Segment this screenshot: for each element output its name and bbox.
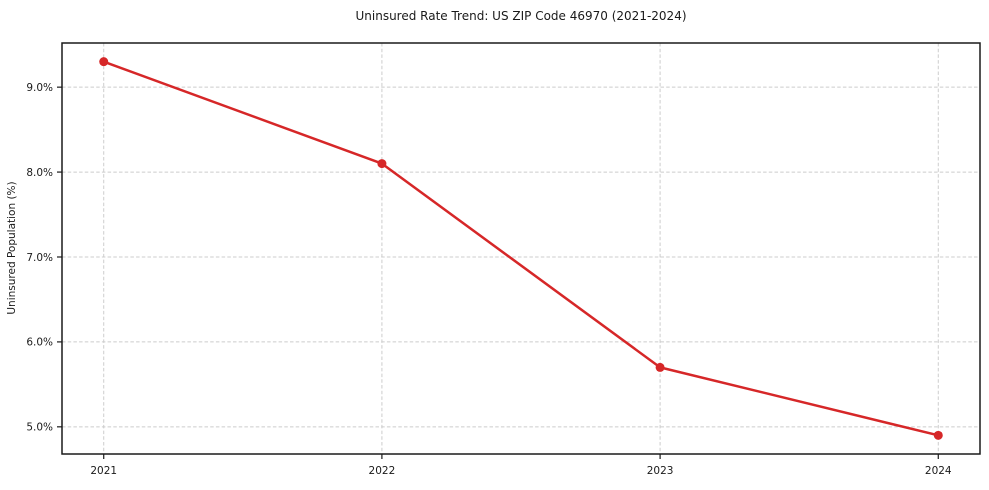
x-axis-ticks: 2021 2022 2023 2024 (90, 454, 952, 477)
data-point-marker (655, 362, 665, 372)
x-tick-label: 2024 (925, 465, 952, 477)
data-series (99, 57, 943, 440)
y-tick-label: 5.0% (26, 422, 53, 434)
y-tick-label: 8.0% (26, 167, 53, 179)
trend-line (102, 60, 940, 437)
data-point-marker (99, 57, 109, 67)
y-tick-label: 7.0% (26, 252, 53, 264)
chart-title: Uninsured Rate Trend: US ZIP Code 46970 … (355, 9, 686, 23)
data-point-marker (933, 430, 943, 440)
x-tick-label: 2022 (369, 465, 396, 477)
y-tick-label: 6.0% (26, 337, 53, 349)
y-axis-ticks: 5.0% 6.0% 7.0% 8.0% 9.0% (26, 82, 62, 434)
gridlines (62, 43, 980, 454)
y-tick-label: 9.0% (26, 82, 53, 94)
x-tick-label: 2023 (647, 465, 674, 477)
y-axis-label: Uninsured Population (%) (6, 181, 18, 314)
plot-border (61, 42, 981, 455)
data-point-marker (377, 159, 387, 169)
x-tick-label: 2021 (90, 465, 117, 477)
